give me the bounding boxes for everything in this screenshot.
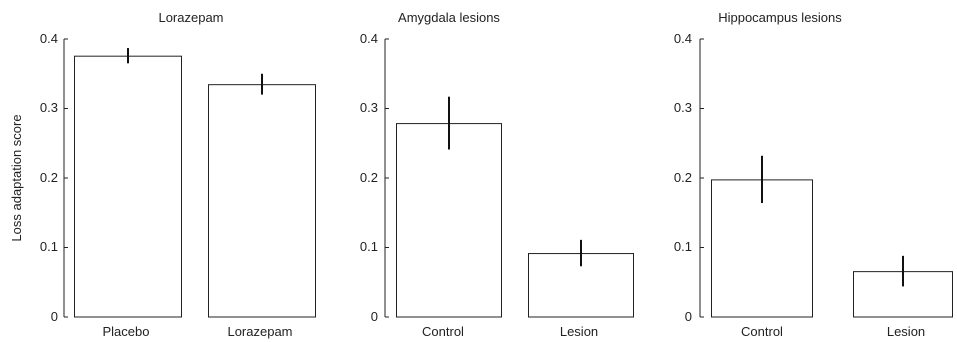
panel-1-x-tick-label-lorazepam: Lorazepam: [227, 324, 292, 339]
panel-3-y-tick-label: 0.1: [674, 239, 692, 254]
panel-2-y-tick-label: 0.4: [360, 31, 378, 46]
panel-3-y-tick-label: 0.2: [674, 170, 692, 185]
panel-amygdala-lesions: Amygdala lesions 0 0.1 0.2 0.3 0.4 Contr…: [360, 10, 598, 339]
panel-3-y-tick-label: 0.4: [674, 31, 692, 46]
panel-3-y-tick-label: 0.3: [674, 100, 692, 115]
chart-marks: [63, 38, 953, 318]
panel-1-title: Lorazepam: [158, 10, 223, 25]
panel-3-x-tick-label-control: Control: [741, 324, 783, 339]
panel-2-y-tick-label: 0: [371, 309, 378, 324]
panel-1-y-tick-label: 0.3: [40, 100, 58, 115]
panel-lorazepam: Lorazepam Loss adaptation score 0 0.1 0.…: [9, 10, 293, 339]
panel-2-y-tick-label: 0.2: [360, 170, 378, 185]
panel-1-y-axis-label: Loss adaptation score: [9, 114, 24, 241]
panel-2-y-tick-label: 0.1: [360, 239, 378, 254]
panel-2-y-tick-label: 0.3: [360, 100, 378, 115]
panel-1-y-tick-label: 0.1: [40, 239, 58, 254]
panel-1-y-tick-labels: 0 0.1 0.2 0.3 0.4: [40, 31, 58, 324]
panel-1-y-tick-label: 0.2: [40, 170, 58, 185]
panel-hippocampus-lesions: Hippocampus lesions 0 0.1 0.2 0.3 0.4 Co…: [674, 10, 925, 339]
panel-2-x-tick-label-lesion: Lesion: [560, 324, 598, 339]
panel-3-bar-lesion: [853, 271, 953, 318]
panel-3-title: Hippocampus lesions: [718, 10, 842, 25]
panel-2-x-tick-label-control: Control: [422, 324, 464, 339]
panel-3-y-tick-label: 0: [685, 309, 692, 324]
panel-1-bar-lorazepam: [208, 84, 316, 318]
panel-1-bar-placebo: [74, 55, 182, 318]
panel-3-x-tick-label-lesion: Lesion: [887, 324, 925, 339]
panel-2-y-tick-labels: 0 0.1 0.2 0.3 0.4: [360, 31, 378, 324]
panel-2-bar-control: [396, 123, 502, 318]
panel-3-y-tick-labels: 0 0.1 0.2 0.3 0.4: [674, 31, 692, 324]
panel-1-y-tick-label: 0: [51, 309, 58, 324]
panel-1-x-tick-label-placebo: Placebo: [103, 324, 150, 339]
panel-2-title: Amygdala lesions: [398, 10, 500, 25]
panel-1-y-tick-label: 0.4: [40, 31, 58, 46]
